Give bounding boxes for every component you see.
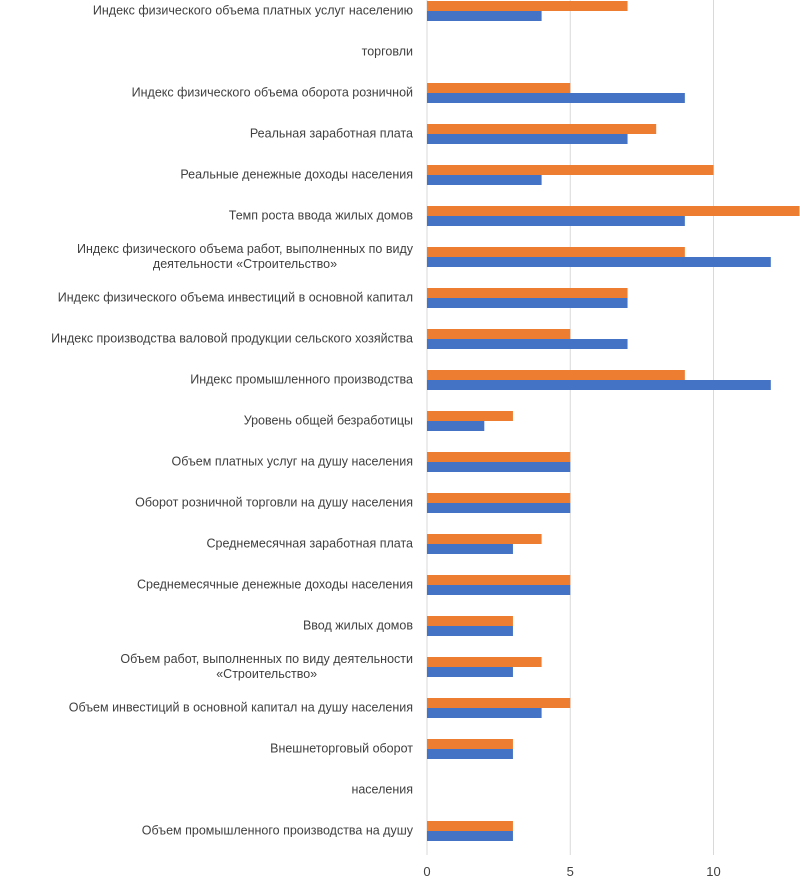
- category-label: Ввод жилых домов: [302, 618, 413, 633]
- category-label: Индекс физического объема платных услуг …: [92, 3, 413, 18]
- x-tick-label: 0: [423, 864, 431, 879]
- orange-bar: [427, 206, 800, 216]
- blue-bar: [427, 380, 771, 390]
- category-label: Оборот розничной торговли на душу населе…: [135, 495, 413, 510]
- category-label: населения: [351, 782, 413, 797]
- blue-bar: [427, 749, 513, 759]
- orange-bar: [427, 165, 714, 175]
- blue-bar: [427, 544, 513, 554]
- orange-bar: [427, 739, 513, 749]
- blue-bar: [427, 298, 628, 308]
- x-tick-label: 10: [706, 864, 721, 879]
- orange-bar: [427, 575, 571, 585]
- category-label: Индекс физического объема инвестиций в о…: [57, 290, 413, 305]
- orange-bar: [427, 370, 685, 380]
- orange-bar: [427, 288, 628, 298]
- category-label: Внешнеторговый оборот: [270, 741, 413, 756]
- orange-bar: [427, 247, 685, 257]
- category-label: Среднемесячная заработная плата: [206, 536, 413, 551]
- orange-bar: [427, 616, 513, 626]
- blue-bar: [427, 339, 628, 349]
- blue-bar: [427, 626, 513, 636]
- blue-bar: [427, 93, 685, 103]
- category-label: Индекс производства валовой продукции се…: [51, 331, 413, 346]
- blue-bar: [427, 585, 571, 595]
- orange-bar: [427, 698, 571, 708]
- orange-bar: [427, 534, 542, 544]
- category-label: Реальные денежные доходы населения: [180, 167, 413, 182]
- category-label: Индекс физического объема оборота рознич…: [131, 85, 413, 100]
- orange-bar: [427, 452, 571, 462]
- blue-bar: [427, 667, 513, 677]
- x-tick-label: 5: [566, 864, 574, 879]
- category-label: Объем платных услуг на душу населения: [171, 454, 413, 469]
- blue-bar: [427, 421, 485, 431]
- category-label: Темп роста ввода жилых домов: [228, 208, 413, 223]
- blue-bar: [427, 708, 542, 718]
- category-label: Объем инвестиций в основной капитал на д…: [68, 700, 413, 715]
- category-label: Индекс физического объема работ, выполне…: [76, 242, 413, 271]
- category-label: Реальная заработная плата: [249, 126, 413, 141]
- category-label: торговли: [361, 44, 413, 59]
- orange-bar: [427, 83, 571, 93]
- category-label: Уровень общей безработицы: [243, 413, 413, 428]
- blue-bar: [427, 134, 628, 144]
- orange-bar: [427, 493, 571, 503]
- orange-bar: [427, 1, 628, 11]
- blue-bar: [427, 462, 571, 472]
- blue-bar: [427, 175, 542, 185]
- orange-bar: [427, 124, 657, 134]
- blue-bar: [427, 11, 542, 21]
- blue-bar: [427, 216, 685, 226]
- orange-bar: [427, 329, 571, 339]
- category-label: Объем промышленного производства на душу: [141, 823, 413, 838]
- orange-bar: [427, 821, 513, 831]
- blue-bar: [427, 503, 571, 513]
- blue-bar: [427, 257, 771, 267]
- category-label: Объем работ, выполненных по виду деятель…: [120, 652, 413, 681]
- category-label: Индекс промышленного производства: [190, 372, 413, 387]
- blue-bar: [427, 831, 513, 841]
- orange-bar: [427, 411, 513, 421]
- orange-bar: [427, 657, 542, 667]
- category-label: Среднемесячные денежные доходы населения: [136, 577, 413, 592]
